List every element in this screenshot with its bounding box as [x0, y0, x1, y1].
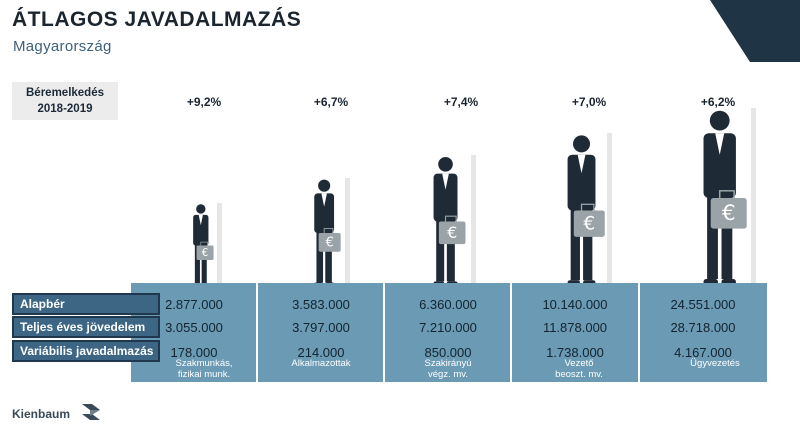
page-title: ÁTLAGOS JAVADALMAZÁS [12, 8, 302, 31]
cell-base-col-3: 6.360.000 [419, 297, 477, 312]
raise-header: Béremelkedés 2018-2019 [12, 82, 118, 120]
person-right-leg [583, 208, 593, 281]
shirt-collar [442, 173, 449, 190]
category-label-1: Szakmunkás, fizikai munk. [141, 358, 267, 380]
person-torso [433, 173, 458, 222]
person-right-leg [721, 196, 733, 279]
figure-col-1: € [193, 203, 222, 288]
column-separator [510, 283, 512, 382]
figure-col-3: € [433, 155, 476, 288]
person-head-icon [196, 204, 206, 214]
category-label-3: Szakirányú végz. mv. [385, 358, 511, 380]
figure-col-5: € [703, 108, 756, 288]
figure-col-2: € [314, 178, 350, 288]
page-subtitle: Magyarország [13, 38, 112, 55]
cell-variable-col-3: 850.000 [424, 345, 472, 360]
category-label-3-line1: Szakirányú [424, 358, 472, 369]
euro-briefcase-icon [196, 245, 214, 260]
category-label-2-line2: Alkalmazottak [291, 358, 351, 369]
euro-briefcase-icon [710, 198, 747, 229]
person-right-leg [446, 220, 455, 282]
category-label-2: Alkalmazottak [258, 358, 384, 369]
person-left-leg [707, 196, 718, 279]
person-head-icon [438, 156, 453, 172]
person-head-icon [572, 135, 591, 153]
raise-pct-2: +6,7% [313, 95, 349, 109]
raise-pct-1: +9,2% [186, 95, 222, 109]
column-separator [638, 283, 640, 382]
category-label-3-line2: végz. mv. [428, 369, 468, 380]
euro-sign-icon: € [202, 248, 208, 259]
shirt-collar [321, 193, 327, 207]
row-label-variable-pay: Variábilis javadalmazás [12, 340, 160, 362]
person-left-leg [194, 244, 200, 284]
cell-base-col-1: 2.877.000 [165, 297, 223, 312]
cell-total-col-1: 3.055.000 [165, 320, 223, 335]
figure-shadow [345, 178, 350, 288]
cell-variable-col-4: 1.738.000 [546, 345, 604, 360]
cell-total-col-4: 11.878.000 [542, 320, 608, 335]
euro-sign-icon: € [722, 201, 736, 226]
raise-header-line1: Béremelkedés [26, 87, 104, 99]
figure-shadow [607, 133, 612, 288]
figure-shadow [471, 155, 476, 288]
raise-pct-3: +7,4% [443, 95, 479, 109]
euro-briefcase-icon [438, 221, 466, 245]
raise-header-line2: 2018-2019 [37, 103, 93, 115]
category-label-4-line1: Vezető [564, 358, 594, 369]
data-band [131, 283, 767, 382]
category-label-4-line2: beoszt. mv. [555, 369, 603, 380]
cell-variable-col-2: 214.000 [297, 345, 345, 360]
category-label-1-line2: fizikai munk. [177, 369, 231, 380]
category-label-5-line2: Ügyvezetés [690, 358, 740, 369]
cell-base-col-5: 24.551.000 [670, 297, 736, 312]
person-torso [193, 214, 209, 246]
euro-sign-icon: € [325, 235, 333, 250]
cell-base-col-2: 3.583.000 [292, 297, 350, 312]
figure-shadow [751, 108, 756, 288]
shirt-collar [577, 154, 586, 174]
cell-total-col-3: 7.210.000 [419, 320, 477, 335]
brand-logo-icon [82, 404, 100, 420]
cell-total-col-5: 28.718.000 [670, 320, 736, 335]
euro-sign-icon: € [583, 213, 595, 234]
euro-sign-icon: € [447, 223, 457, 242]
raise-pct-5: +6,2% [700, 95, 736, 109]
shirt-collar [715, 133, 725, 155]
euro-briefcase-icon [573, 210, 605, 237]
cell-base-col-4: 10.140.000 [542, 297, 608, 312]
person-left-leg [570, 208, 580, 281]
category-label-1-line1: Szakmunkás, [175, 358, 233, 369]
category-label-5: Ügyvezetés [652, 358, 778, 369]
person-torso [567, 154, 596, 211]
person-left-leg [316, 231, 324, 283]
column-separator [256, 283, 258, 382]
cell-total-col-2: 3.797.000 [292, 320, 350, 335]
cell-variable-col-5: 4.167.000 [674, 345, 732, 360]
column-separator [383, 283, 385, 382]
category-label-4: Vezető beoszt. mv. [516, 358, 642, 380]
person-left-leg [436, 220, 445, 282]
shirt-collar [198, 214, 203, 226]
brand-logo-text: Kienbaum [12, 407, 71, 421]
person-head-icon [318, 179, 331, 192]
person-head-icon [709, 110, 730, 131]
raise-pct-4: +7,0% [571, 95, 607, 109]
figure-col-4: € [567, 133, 612, 288]
figure-shadow [217, 203, 222, 288]
person-right-leg [325, 231, 332, 283]
row-label-base-salary: Alapbér [12, 293, 160, 315]
corner-decoration [710, 0, 800, 62]
euro-briefcase-icon [318, 233, 341, 252]
person-right-leg [201, 244, 207, 284]
person-torso [703, 133, 736, 198]
row-label-total-income: Teljes éves jövedelem [12, 316, 160, 338]
cell-variable-col-1: 178.000 [170, 345, 218, 360]
person-torso [314, 193, 335, 233]
